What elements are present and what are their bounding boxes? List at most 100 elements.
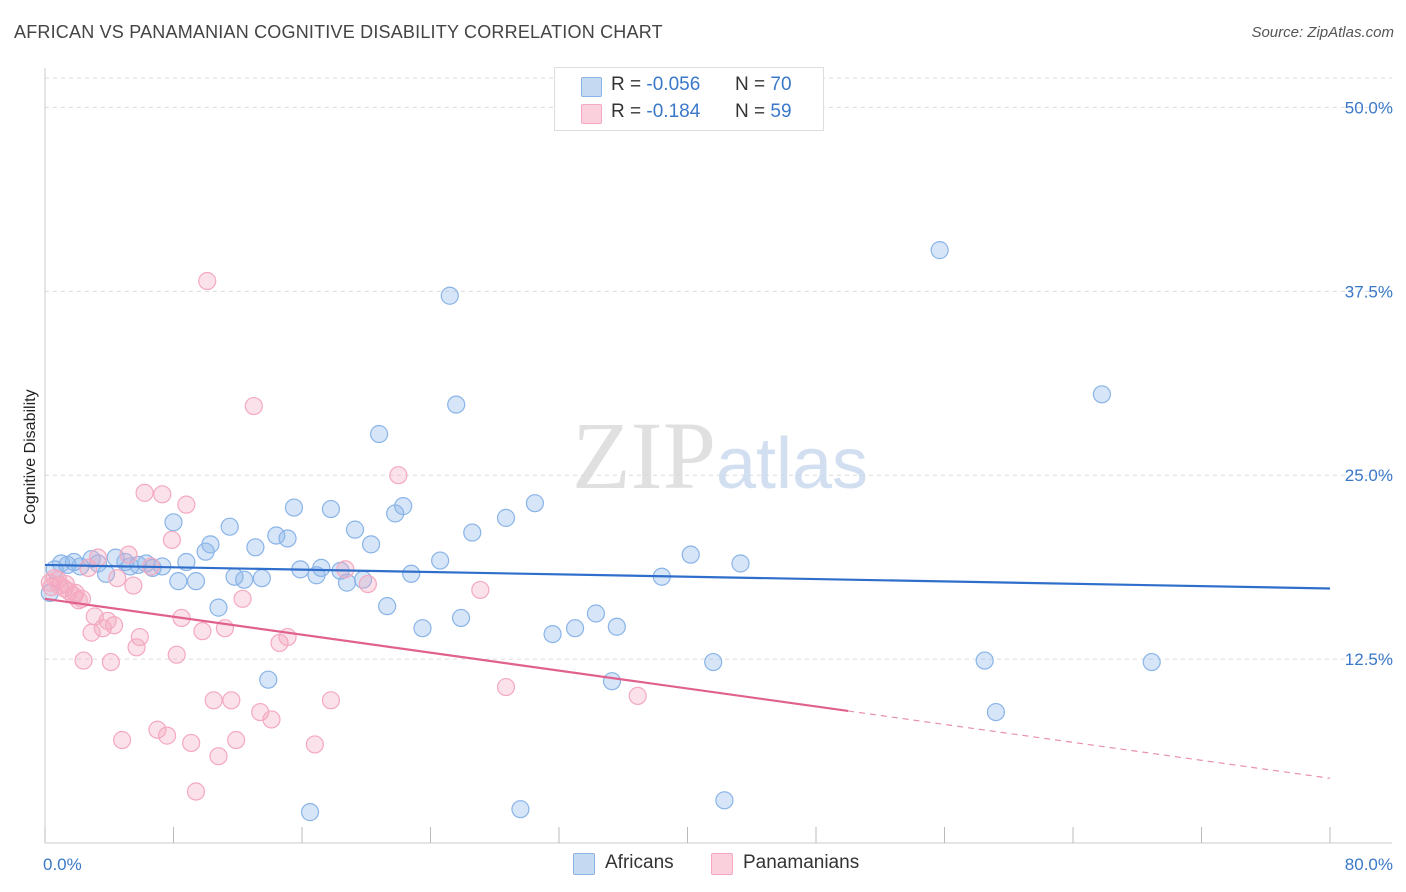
african-trend-line bbox=[44, 563, 1331, 590]
african-point bbox=[511, 800, 530, 819]
panamanians-swatch bbox=[581, 104, 602, 124]
african-point bbox=[177, 552, 196, 572]
african-point bbox=[496, 508, 516, 527]
legend-africans-swatch bbox=[573, 853, 595, 875]
panamanian-point bbox=[167, 645, 186, 664]
panamanian-point bbox=[157, 726, 177, 745]
x-tick-label-max: 80.0% bbox=[1345, 855, 1393, 874]
labels-layer: 12.5% 25.0% 37.5% 50.0% 0.0% 80.0% bbox=[43, 98, 1393, 874]
african-point bbox=[525, 494, 545, 513]
african-point bbox=[440, 286, 459, 305]
african-point bbox=[201, 535, 220, 554]
african-point bbox=[370, 424, 389, 444]
panamanian-point bbox=[186, 782, 206, 801]
panamanian-point bbox=[177, 495, 196, 514]
panamanian-point bbox=[227, 730, 246, 750]
african-point bbox=[731, 554, 750, 573]
chart-title: AFRICAN VS PANAMANIAN COGNITIVE DISABILI… bbox=[14, 22, 663, 42]
african-point bbox=[284, 498, 304, 517]
panamanian-point bbox=[251, 702, 270, 722]
african-point bbox=[164, 513, 183, 532]
stats-legend-box: R = -0.056 N = 70 R = -0.184 N = 59 bbox=[554, 67, 824, 131]
african-point bbox=[321, 499, 341, 519]
african-point bbox=[543, 624, 562, 644]
african-point bbox=[704, 652, 723, 672]
african-point bbox=[378, 597, 397, 616]
panamanian-point bbox=[182, 733, 201, 753]
trend-layer bbox=[44, 563, 1331, 779]
axes-layer bbox=[44, 68, 1392, 844]
african-point bbox=[209, 598, 228, 617]
african-point bbox=[607, 617, 626, 636]
african-point bbox=[586, 604, 606, 623]
african-point bbox=[345, 520, 365, 539]
panamanian-point bbox=[42, 577, 61, 597]
panamanians-r: R = -0.184 bbox=[611, 101, 701, 122]
panamanian-point bbox=[112, 730, 132, 750]
x-tick-label-min: 0.0% bbox=[43, 855, 82, 874]
panamanian-point bbox=[119, 545, 138, 564]
panamanian-point bbox=[628, 686, 647, 705]
panamanian-point bbox=[135, 483, 154, 502]
african-point bbox=[1142, 652, 1161, 672]
africans-n: N = 70 bbox=[735, 74, 792, 95]
panamanian-point bbox=[305, 735, 324, 754]
panamanian-point bbox=[262, 710, 281, 729]
panamanian-point bbox=[130, 627, 149, 647]
panamanian-point bbox=[148, 720, 167, 739]
watermark: ZIPatlas bbox=[572, 402, 868, 509]
african-point bbox=[235, 570, 254, 589]
panamanian-point bbox=[204, 691, 223, 710]
panamanian-point bbox=[389, 466, 408, 485]
african-point bbox=[413, 619, 432, 638]
african-point bbox=[681, 545, 700, 564]
african-point bbox=[715, 791, 734, 810]
panamanian-point bbox=[209, 747, 228, 766]
african-point bbox=[186, 572, 206, 591]
african-point bbox=[402, 564, 421, 583]
watermark-atlas: atlas bbox=[716, 424, 868, 504]
panamanian-point bbox=[127, 638, 146, 657]
panamanian-point bbox=[101, 652, 120, 672]
africans-swatch bbox=[581, 77, 602, 97]
panamanian-point bbox=[233, 589, 252, 608]
african-point bbox=[246, 538, 265, 557]
panamanian-point bbox=[244, 396, 263, 416]
points-layer bbox=[40, 241, 1161, 822]
chart-source: Source: ZipAtlas.com bbox=[1251, 24, 1394, 41]
y-tick-label: 12.5% bbox=[1345, 650, 1393, 669]
african-point bbox=[252, 569, 271, 588]
panamanian-point bbox=[108, 569, 127, 588]
african-point bbox=[602, 672, 622, 691]
panamanian-point bbox=[496, 677, 516, 697]
y-tick-label: 50.0% bbox=[1345, 98, 1393, 117]
african-point bbox=[259, 670, 278, 689]
african-point bbox=[451, 608, 471, 628]
panamanian-point bbox=[104, 616, 124, 635]
african-point bbox=[267, 526, 286, 545]
african-point bbox=[361, 535, 381, 554]
african-point bbox=[447, 395, 466, 414]
african-point bbox=[278, 529, 297, 548]
panamanian-point bbox=[162, 530, 181, 550]
panamanian-trend-line bbox=[44, 597, 849, 713]
african-point bbox=[975, 651, 994, 670]
african-point bbox=[312, 558, 331, 577]
panamanian-point bbox=[88, 548, 108, 567]
panamanian-point bbox=[74, 651, 93, 670]
panamanian-trend-line-extension bbox=[848, 710, 1331, 779]
african-point bbox=[431, 551, 450, 570]
watermark-zip: ZIP bbox=[572, 402, 716, 509]
legend-panamanians-swatch bbox=[711, 853, 733, 875]
african-point bbox=[220, 517, 239, 536]
panamanian-point bbox=[358, 574, 377, 594]
african-point bbox=[986, 702, 1006, 722]
african-point bbox=[300, 803, 320, 822]
panamanian-point bbox=[193, 622, 212, 641]
panamanian-point bbox=[222, 691, 241, 710]
legend-africans-label: Africans bbox=[605, 852, 674, 873]
african-point bbox=[394, 497, 413, 516]
y-axis-title: Cognitive Disability bbox=[22, 389, 39, 524]
african-point bbox=[463, 523, 482, 542]
